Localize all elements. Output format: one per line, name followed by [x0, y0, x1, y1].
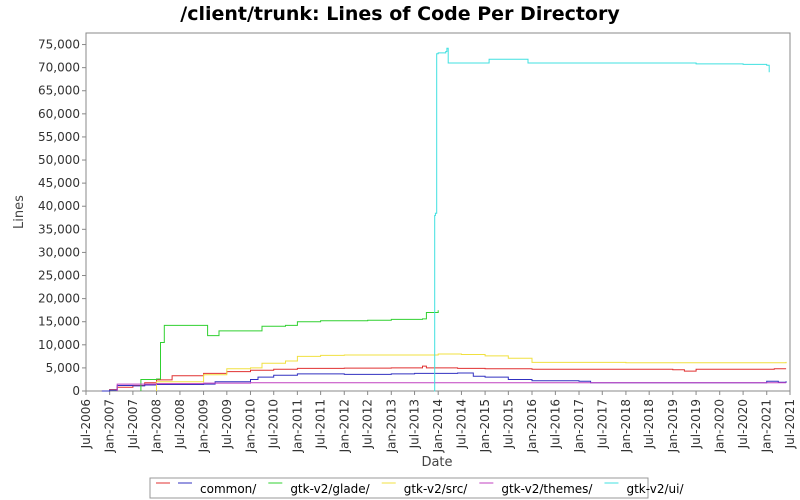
- x-tick-label: Jan-2019: [666, 399, 680, 453]
- x-tick-label: Jan-2009: [197, 399, 211, 453]
- y-tick-label: 5,000: [46, 361, 80, 375]
- y-axis: 0 5,000 10,000 15,000 20,000 25,000 30,000 35,0…: [38, 38, 86, 398]
- x-tick-label: Jan-2012: [337, 399, 351, 453]
- x-tick-label: Jul-2010: [267, 399, 281, 449]
- x-tick-label: Jan-2008: [150, 399, 164, 453]
- x-tick-label: Jul-2014: [454, 399, 468, 449]
- y-tick-label: 10,000: [38, 338, 80, 352]
- x-tick-label: Jul-2021: [783, 399, 797, 449]
- y-tick-label: 75,000: [38, 38, 80, 52]
- x-tick-label: Jul-2018: [642, 399, 656, 449]
- legend-label: gtk-v2/themes/: [501, 482, 593, 496]
- y-tick-label: 40,000: [38, 199, 80, 213]
- x-tick-label: Jul-2019: [689, 399, 703, 449]
- y-tick-label: 35,000: [38, 222, 80, 236]
- y-tick-label: 30,000: [38, 245, 80, 259]
- y-tick-label: 25,000: [38, 269, 80, 283]
- x-tick-label: Jan-2015: [478, 399, 492, 453]
- y-axis-title: Lines: [12, 195, 27, 229]
- x-tick-label: Jan-2013: [384, 399, 398, 453]
- y-tick-label: 15,000: [38, 315, 80, 329]
- x-tick-label: Jul-2017: [595, 399, 609, 449]
- chart-title: /client/trunk: Lines of Code Per Directo…: [180, 3, 620, 25]
- x-tick-label: Jul-2012: [361, 399, 375, 449]
- x-tick-label: Jul-2006: [79, 399, 93, 449]
- x-tick-label: Jan-2016: [525, 399, 539, 453]
- y-tick-label: 50,000: [38, 153, 80, 167]
- x-tick-label: Jul-2020: [736, 399, 750, 449]
- x-tick-label: Jul-2016: [548, 399, 562, 449]
- x-tick-label: Jan-2014: [431, 399, 445, 453]
- x-tick-label: Jul-2009: [220, 399, 234, 449]
- series-line-2: [140, 310, 439, 391]
- x-tick-label: Jul-2015: [501, 399, 515, 449]
- x-tick-label: Jul-2008: [173, 399, 187, 449]
- legend-label: gtk-v2/src/: [404, 482, 469, 496]
- x-tick-label: Jul-2007: [126, 399, 140, 449]
- series-line-5: [434, 47, 770, 392]
- x-axis-title: Date: [421, 455, 452, 470]
- x-tick-label: Jan-2011: [290, 399, 304, 453]
- y-tick-label: 60,000: [38, 107, 80, 121]
- series-line-3: [156, 353, 787, 391]
- legend-label: gtk-v2/ui/: [626, 482, 684, 496]
- x-axis: Jul-2006 Jan-2007 Jul-2007 Jan-2008 Jul-2008…: [79, 391, 797, 453]
- y-tick-label: 55,000: [38, 130, 80, 144]
- x-tick-label: Jan-2007: [103, 399, 117, 453]
- y-tick-label: 20,000: [38, 292, 80, 306]
- plot-area: [85, 32, 791, 392]
- y-tick-label: 70,000: [38, 61, 80, 75]
- series-line-4: [116, 382, 787, 391]
- y-tick-label: 0: [72, 384, 80, 398]
- x-tick-label: Jan-2010: [243, 399, 257, 453]
- legend-label: common/: [200, 482, 257, 496]
- x-tick-label: Jul-2011: [314, 399, 328, 449]
- y-tick-label: 45,000: [38, 176, 80, 190]
- x-tick-label: Jan-2017: [572, 399, 586, 453]
- legend: common/gtk-v2/glade/gtk-v2/src/gtk-v2/th…: [149, 477, 684, 499]
- series-lines: [101, 47, 787, 392]
- x-tick-label: Jul-2013: [408, 399, 422, 449]
- x-tick-label: Jan-2020: [713, 399, 727, 453]
- x-tick-label: Jan-2021: [760, 399, 774, 453]
- x-tick-label: Jan-2018: [619, 399, 633, 453]
- y-tick-label: 65,000: [38, 84, 80, 98]
- legend-label: gtk-v2/glade/: [290, 482, 370, 496]
